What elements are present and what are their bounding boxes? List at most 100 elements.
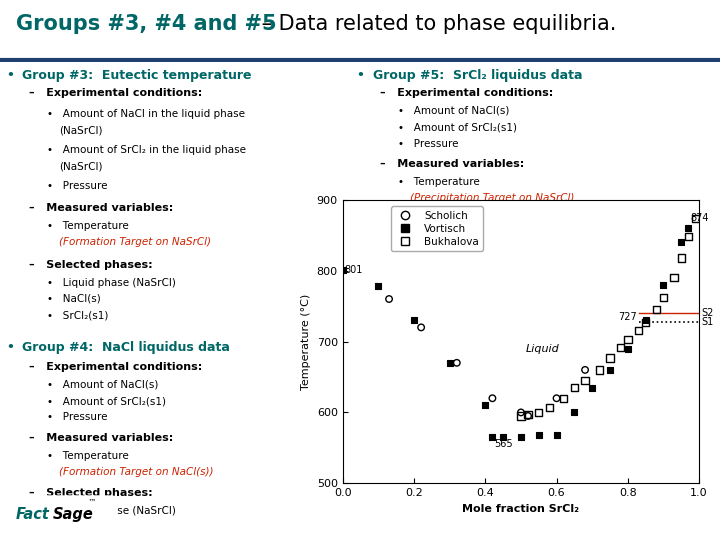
Text: ™: ™ bbox=[88, 497, 96, 507]
Point bbox=[658, 280, 670, 289]
Point bbox=[373, 282, 384, 291]
Point bbox=[480, 401, 491, 410]
Text: •   Amount of NaCl in the liquid phase: • Amount of NaCl in the liquid phase bbox=[47, 109, 245, 119]
Text: Liquid: Liquid bbox=[526, 343, 559, 354]
Point bbox=[580, 366, 591, 374]
Text: S1: S1 bbox=[701, 318, 713, 327]
Point bbox=[487, 433, 498, 442]
Text: •   SrCl₂(s2): • SrCl₂(s2) bbox=[398, 265, 459, 275]
Text: 874: 874 bbox=[690, 213, 708, 223]
Point bbox=[533, 408, 544, 417]
Point bbox=[587, 383, 598, 392]
Text: 727: 727 bbox=[618, 313, 636, 322]
Point bbox=[569, 383, 580, 392]
X-axis label: Mole fraction SrCl₂: Mole fraction SrCl₂ bbox=[462, 504, 580, 514]
Text: •: • bbox=[356, 69, 364, 82]
Point bbox=[640, 316, 652, 325]
Text: Groups #3, #4 and #5: Groups #3, #4 and #5 bbox=[16, 14, 276, 33]
Text: Group #5:  SrCl₂ liquidus data: Group #5: SrCl₂ liquidus data bbox=[373, 69, 582, 82]
Point bbox=[658, 293, 670, 302]
Text: –   Measured variables:: – Measured variables: bbox=[29, 433, 173, 443]
Point bbox=[544, 403, 555, 412]
Point bbox=[593, 366, 605, 374]
Point bbox=[515, 432, 526, 441]
Text: –   Experimental conditions:: – Experimental conditions: bbox=[29, 362, 202, 372]
Point bbox=[651, 305, 662, 314]
Text: •   Pressure: • Pressure bbox=[398, 139, 459, 148]
Text: Fact: Fact bbox=[16, 507, 50, 522]
Text: (Formation Target on NaCl(s)): (Formation Target on NaCl(s)) bbox=[59, 467, 214, 477]
Point bbox=[408, 316, 420, 325]
Point bbox=[615, 343, 626, 352]
Text: •   NaCl(s): • NaCl(s) bbox=[47, 294, 101, 304]
Text: (NaSrCl): (NaSrCl) bbox=[59, 161, 102, 171]
Text: –   Measured variables:: – Measured variables: bbox=[29, 203, 173, 213]
Text: –   Experimental conditions:: – Experimental conditions: bbox=[29, 88, 202, 98]
Point bbox=[522, 411, 534, 420]
Text: – Data related to phase equilibria.: – Data related to phase equilibria. bbox=[255, 14, 616, 33]
Text: 565: 565 bbox=[494, 440, 513, 449]
Point bbox=[683, 232, 694, 241]
Text: –   Experimental conditions:: – Experimental conditions: bbox=[380, 88, 554, 98]
Point bbox=[675, 238, 687, 247]
Text: –   Selected phases:: – Selected phases: bbox=[29, 260, 153, 269]
Point bbox=[668, 273, 680, 282]
Text: •   Temperature: • Temperature bbox=[47, 451, 129, 461]
Point bbox=[604, 354, 616, 362]
Point bbox=[640, 318, 652, 327]
Text: •   Amount of SrCl₂ in the liquid phase: • Amount of SrCl₂ in the liquid phase bbox=[47, 145, 246, 155]
Text: –   Selected phases:: – Selected phases: bbox=[380, 214, 504, 224]
Text: •   Amount of SrCl₂(s1): • Amount of SrCl₂(s1) bbox=[47, 396, 166, 406]
Point bbox=[690, 214, 701, 222]
Point bbox=[551, 431, 562, 440]
Y-axis label: Temperature (°C): Temperature (°C) bbox=[301, 293, 311, 390]
Point bbox=[604, 366, 616, 374]
Text: S2: S2 bbox=[701, 308, 714, 318]
Text: 5.3: 5.3 bbox=[414, 507, 441, 522]
Text: •   Amount of SrCl₂(s1): • Amount of SrCl₂(s1) bbox=[398, 122, 517, 132]
Text: •   Amount of NaCl(s): • Amount of NaCl(s) bbox=[398, 106, 510, 116]
FancyBboxPatch shape bbox=[0, 495, 117, 536]
Point bbox=[337, 266, 348, 274]
Point bbox=[569, 408, 580, 417]
Point bbox=[415, 323, 427, 332]
Text: •   Pressure: • Pressure bbox=[47, 413, 107, 422]
Text: •   Pressure: • Pressure bbox=[47, 180, 107, 191]
Point bbox=[551, 394, 562, 403]
Legend: Scholich, Vortisch, Bukhalova: Scholich, Vortisch, Bukhalova bbox=[391, 206, 483, 251]
Text: (Formation Target on NaSrCl): (Formation Target on NaSrCl) bbox=[59, 237, 211, 247]
Point bbox=[515, 411, 526, 420]
Text: (NaSrCl): (NaSrCl) bbox=[59, 126, 102, 136]
Text: –   Selected phases:: – Selected phases: bbox=[29, 488, 153, 498]
Point bbox=[683, 224, 694, 232]
Text: (Precipitation Target on NaSrCl): (Precipitation Target on NaSrCl) bbox=[410, 193, 575, 204]
Point bbox=[487, 394, 498, 403]
Text: 801: 801 bbox=[345, 265, 363, 275]
Text: –   Measured variables:: – Measured variables: bbox=[380, 159, 524, 169]
Point bbox=[580, 376, 591, 385]
Text: •   Temperature: • Temperature bbox=[47, 221, 129, 231]
Text: •   Liquid phase (NaSrCl): • Liquid phase (NaSrCl) bbox=[47, 278, 176, 288]
Text: •   NaCl(s): • NaCl(s) bbox=[47, 522, 101, 532]
Point bbox=[622, 345, 634, 353]
Text: Group #3:  Eutectic temperature: Group #3: Eutectic temperature bbox=[22, 69, 251, 82]
Point bbox=[633, 326, 644, 335]
Point bbox=[383, 295, 395, 303]
Text: •   Temperature: • Temperature bbox=[398, 177, 480, 187]
Text: •   Liquid phase (NaSrCl): • Liquid phase (NaSrCl) bbox=[47, 506, 176, 516]
Text: •   SrCl₂(s1): • SrCl₂(s1) bbox=[398, 248, 459, 259]
Text: OptiSage: OptiSage bbox=[302, 507, 382, 522]
Text: •   Liquid phase (NaSrCl): • Liquid phase (NaSrCl) bbox=[398, 232, 527, 242]
Text: •   SrCl₂(s1): • SrCl₂(s1) bbox=[47, 310, 108, 320]
Point bbox=[498, 433, 509, 442]
Point bbox=[451, 359, 462, 367]
Text: Sage: Sage bbox=[53, 507, 94, 522]
Text: Group #4:  NaCl liquidus data: Group #4: NaCl liquidus data bbox=[22, 341, 230, 354]
Point bbox=[675, 254, 687, 262]
Point bbox=[444, 359, 456, 367]
Text: •   Amount of NaCl(s): • Amount of NaCl(s) bbox=[47, 380, 158, 390]
Text: •: • bbox=[6, 341, 14, 354]
Text: •: • bbox=[6, 69, 14, 82]
Point bbox=[533, 431, 544, 440]
Text: www.factsage.com: www.factsage.com bbox=[597, 510, 702, 519]
